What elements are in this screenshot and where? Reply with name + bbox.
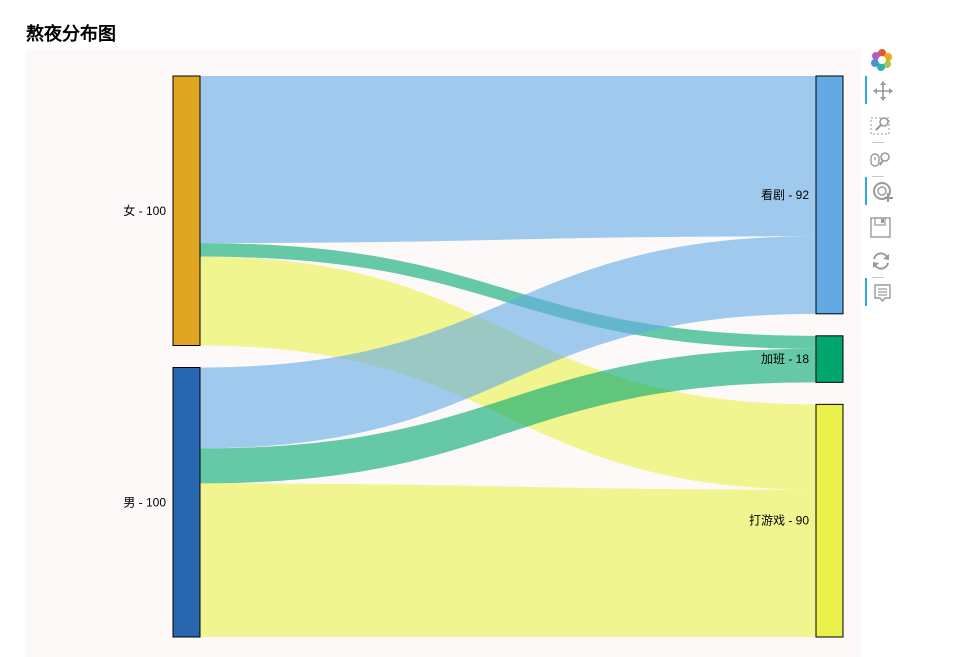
save-icon	[870, 217, 891, 238]
hover-icon	[874, 284, 891, 303]
toolbar-separator	[872, 142, 884, 143]
sankey-nodes	[172, 75, 844, 638]
sankey-links	[200, 76, 816, 637]
reset-icon	[873, 252, 889, 270]
sankey-labels: 女 - 100 男 - 100 看剧 - 92 加班 - 18 打游戏 - 90	[123, 188, 809, 528]
toolbar-separator	[872, 277, 884, 278]
sankey-node	[815, 335, 844, 383]
sankey-node-label: 加班 - 18	[761, 352, 809, 366]
sankey-node-label: 男 - 100	[123, 495, 166, 509]
pan-icon	[873, 81, 893, 101]
tap-icon	[873, 182, 893, 202]
box-zoom-icon	[870, 117, 890, 135]
sankey-node	[815, 75, 844, 315]
wheel-zoom-icon	[870, 152, 890, 167]
pan-tool[interactable]	[865, 76, 895, 104]
sankey-link	[200, 348, 816, 484]
sankey-node-label: 女 - 100	[123, 203, 166, 218]
sankey-node	[172, 75, 201, 346]
hover-tool[interactable]	[865, 278, 895, 306]
bokeh-logo-icon	[871, 49, 892, 71]
chart-title: 熬夜分布图	[26, 24, 116, 44]
sankey-link	[200, 243, 816, 349]
sankey-link	[200, 76, 816, 244]
toolbar-separator	[872, 176, 884, 177]
tap-tool[interactable]	[865, 177, 895, 205]
reset-tool[interactable]	[865, 246, 893, 274]
toolbar	[861, 44, 901, 324]
sankey-link	[200, 236, 816, 449]
sankey-link	[200, 483, 816, 637]
sankey-node-label: 打游戏 - 90	[749, 514, 809, 528]
sankey-node	[815, 403, 844, 638]
sankey-node	[172, 367, 201, 638]
wheel-zoom-tool[interactable]	[865, 144, 893, 172]
box-zoom-tool[interactable]	[865, 110, 893, 138]
sankey-node-label: 看剧 - 92	[761, 188, 809, 202]
bokeh-logo[interactable]	[865, 44, 893, 72]
save-tool[interactable]	[865, 212, 893, 240]
